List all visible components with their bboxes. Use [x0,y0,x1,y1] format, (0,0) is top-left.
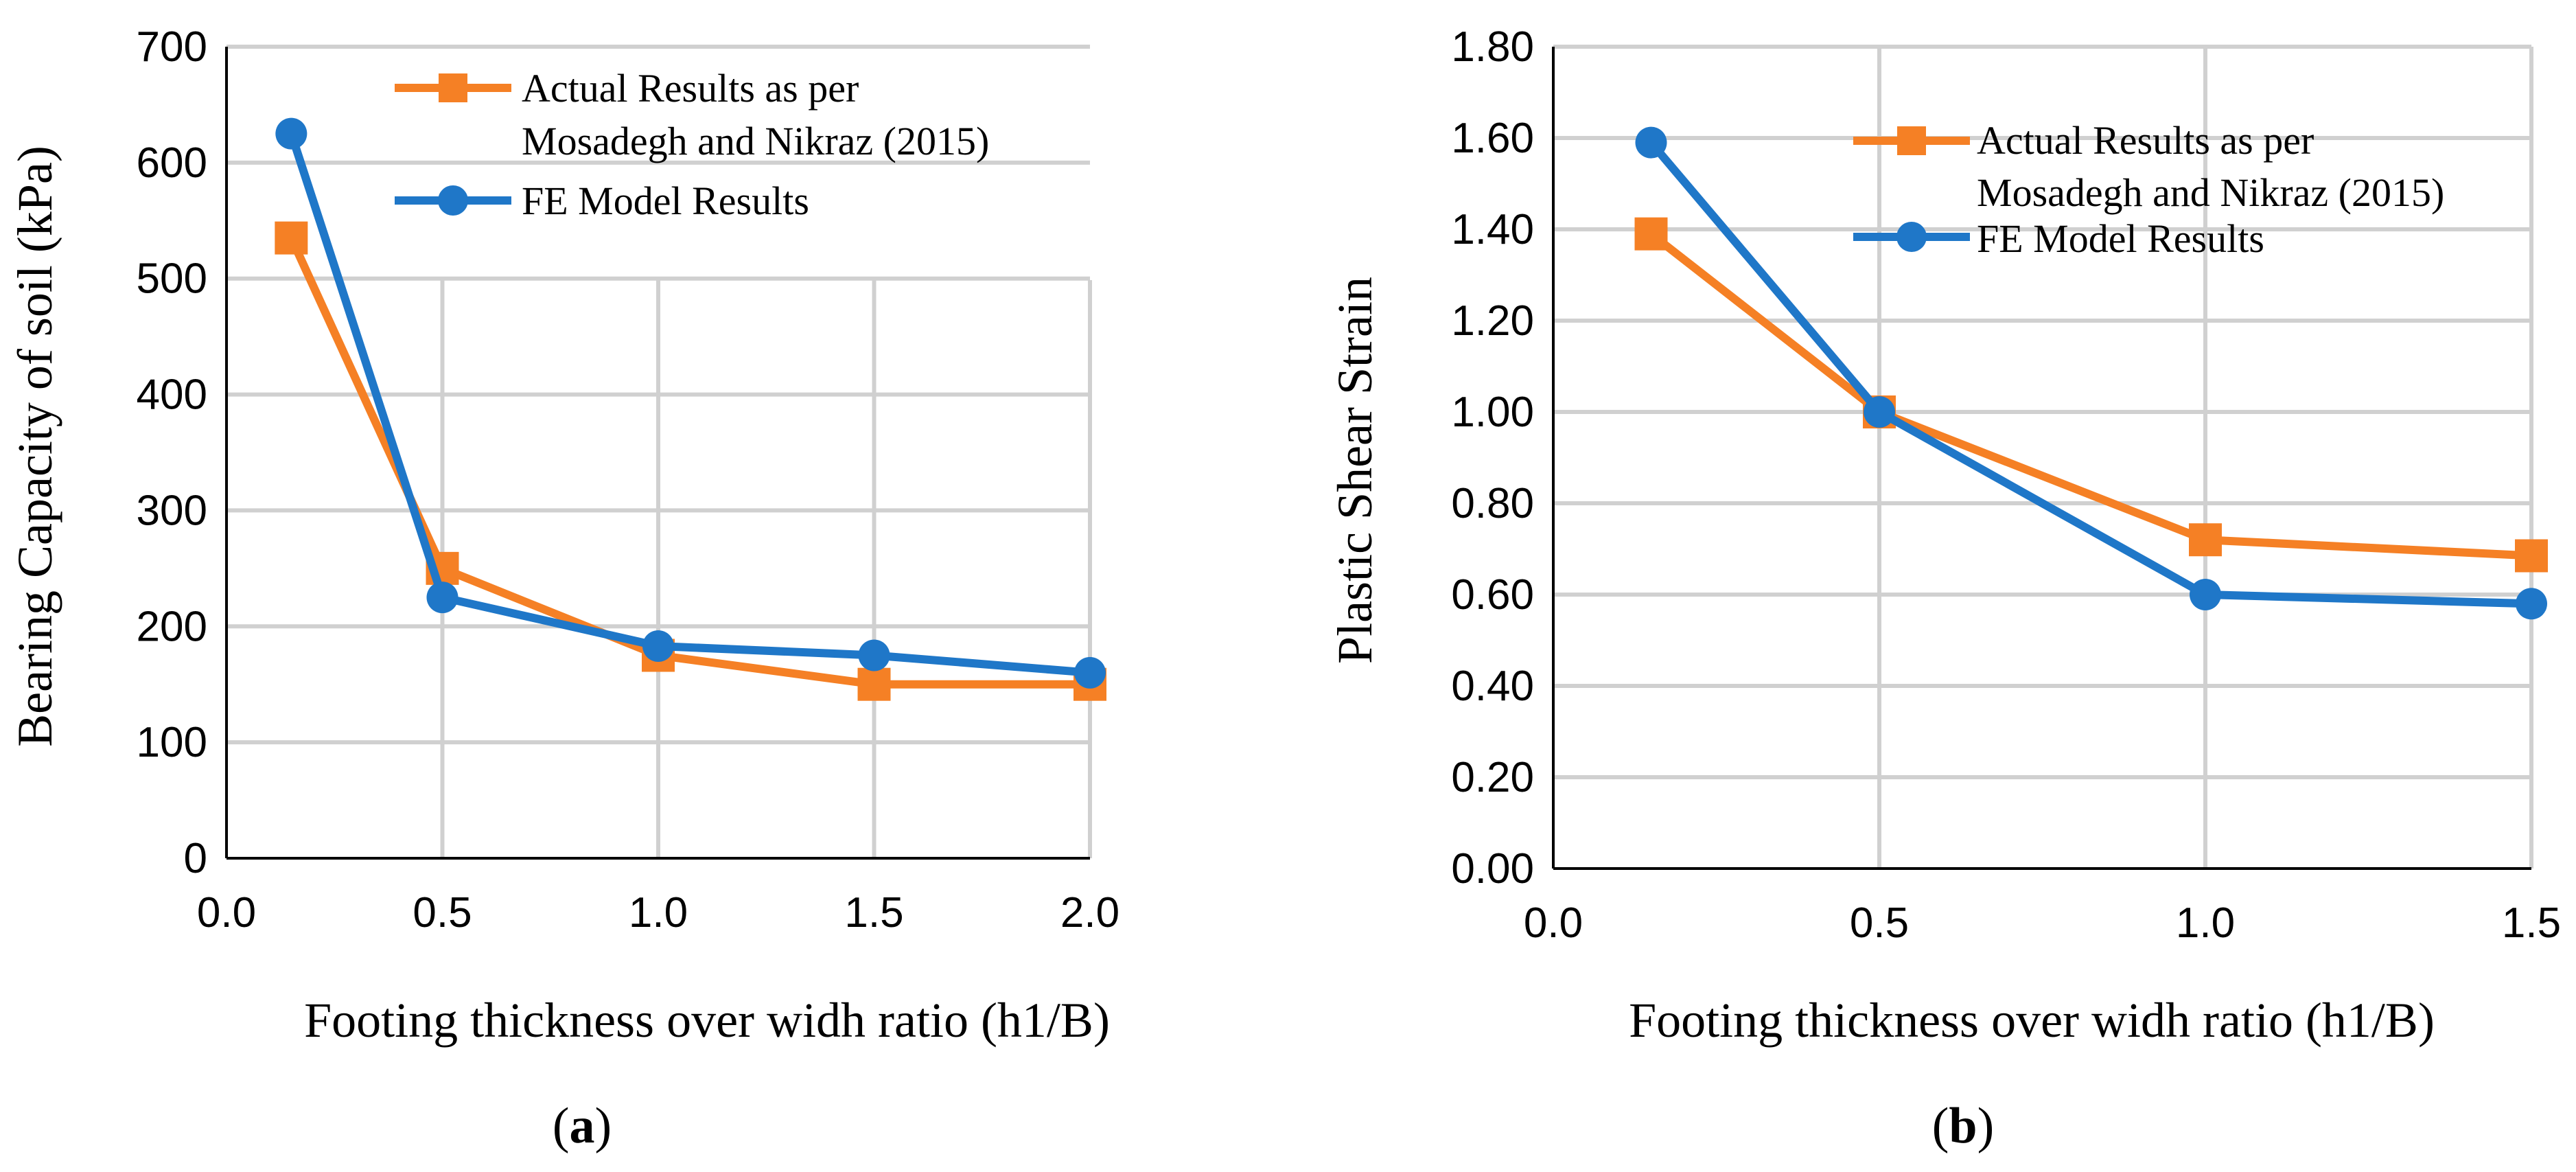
x-tick-label: 1.0 [2176,899,2235,947]
legend-a-actual-label-line1: Actual Results as per [522,66,859,111]
y-tick-label: 1.20 [1451,297,1534,345]
x-tick-label: 1.0 [629,889,688,937]
chart-a-x-tick-labels: 0.0 0.5 1.0 1.5 2.0 [197,889,1119,937]
legend-a-actual-square-icon [439,73,467,102]
y-tick-label: 400 [137,371,207,419]
chart-a-legend: Actual Results as per Mosadegh and Nikra… [395,66,989,223]
data-point-circle [858,639,890,671]
x-tick-label: 1.5 [844,889,903,937]
chart-a-axes [225,47,1090,860]
legend-a-fe-label: FE Model Results [522,179,809,223]
x-tick-label: 0.0 [197,889,256,937]
data-point-square [857,667,891,701]
data-point-circle [642,630,674,662]
series-line [1647,139,2532,608]
y-tick-label: 1.60 [1451,115,1534,162]
series-actual-results [1634,217,2548,573]
data-point-circle [1635,126,1667,159]
chart-a-caption: (a) [553,1098,612,1154]
y-tick-label: 500 [137,255,207,303]
chart-b-x-axis-title: Footing thickness over widh ratio (h1/B) [1629,993,2435,1048]
data-point-circle [2190,579,2221,610]
chart-b-plastic-shear-strain: 0.00 0.20 0.40 0.60 0.80 1.00 1.20 1.40 1.60 1.80… [1327,23,2561,1154]
y-tick-label: 0.00 [1451,845,1534,893]
data-point-square [2189,523,2222,557]
legend-a-actual-label-line2: Mosadegh and Nikraz (2015) [522,119,989,163]
y-tick-label: 0.20 [1451,754,1534,801]
legend-b-actual-label-line2: Mosadegh and Nikraz (2015) [1977,170,2444,215]
data-point-circle [1864,396,1895,428]
legend-a-fe-circle-icon [438,185,468,216]
data-point-circle [426,582,459,614]
series-fe-model-results [275,117,1106,689]
data-point-square [1634,217,1668,251]
data-point-circle [275,117,308,150]
legend-b-actual-label-line1: Actual Results as per [1977,118,2314,163]
x-tick-label: 0.5 [413,889,472,937]
data-point-circle [2516,588,2547,620]
y-tick-label: 1.00 [1451,389,1534,436]
y-tick-label: 300 [137,487,207,534]
x-tick-label: 0.5 [1850,899,1909,947]
y-tick-label: 600 [137,139,207,187]
chart-b-grid [1553,45,2533,869]
y-tick-label: 200 [137,603,207,650]
chart-b-axes [1552,47,2531,870]
legend-b-actual-square-icon [1897,126,1926,155]
y-tick-label: 0.60 [1451,571,1534,619]
chart-b-y-tick-labels: 0.00 0.20 0.40 0.60 0.80 1.00 1.20 1.40 1.60 1.80 [1451,23,1534,893]
chart-a-series [275,117,1106,701]
legend-b-fe-circle-icon [1896,222,1927,252]
y-tick-label: 700 [137,23,207,71]
chart-a-y-tick-labels: 0 100 200 300 400 500 600 700 [137,23,207,882]
chart-a-grid [227,45,1092,858]
chart-b-series [1634,126,2548,620]
chart-b-x-tick-labels: 0.0 0.5 1.0 1.5 [1524,899,2561,947]
chart-b-y-axis-title: Plastic Shear Strain [1327,277,1382,664]
y-tick-label: 1.40 [1451,206,1534,253]
x-tick-label: 0.0 [1524,899,1583,947]
data-point-square [275,221,308,255]
chart-b-legend: Actual Results as per Mosadegh and Nikra… [1853,118,2444,261]
chart-a-x-axis-title: Footing thickness over widh ratio (h1/B) [304,993,1110,1048]
y-tick-label: 0.80 [1451,480,1534,527]
data-point-circle [1074,656,1106,689]
x-tick-label: 2.0 [1060,889,1119,937]
series-fe-model-results [1635,126,2547,620]
series-line [1648,230,2532,560]
x-tick-label: 1.5 [2502,899,2561,947]
chart-b-caption-letter: b [1949,1098,1977,1154]
legend-b-fe-label: FE Model Results [1977,216,2264,261]
chart-b-caption: (b) [1932,1098,1994,1154]
chart-a-bearing-capacity: 0 100 200 300 400 500 600 700 0.0 0.5 1.0 1.5 2.0 B… [8,23,1119,1154]
data-point-square [2515,539,2548,573]
y-tick-label: 0 [184,835,207,882]
chart-a-y-axis-title: Bearing Capacity of soil (kPa) [8,146,62,747]
series-line [287,236,1090,689]
y-tick-label: 100 [137,719,207,766]
y-tick-label: 1.80 [1451,23,1534,71]
chart-a-caption-letter: a [570,1098,595,1154]
y-tick-label: 0.40 [1451,663,1534,710]
